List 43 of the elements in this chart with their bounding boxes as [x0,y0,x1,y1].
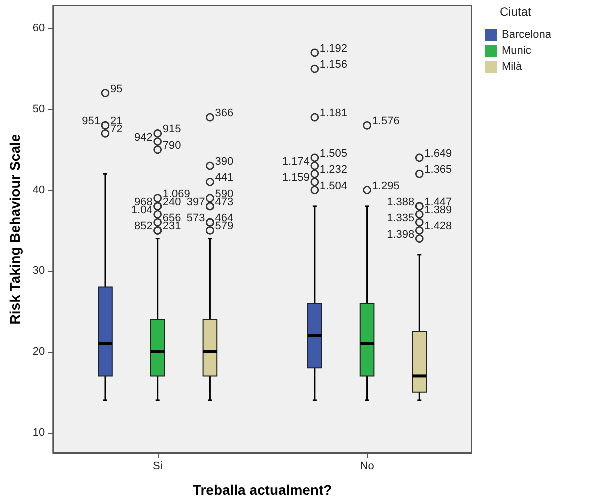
legend-title: Ciutat [500,5,532,19]
annotation: 1.388 [387,196,415,208]
annotation: 915 [162,124,182,136]
legend-label: Munic [502,45,532,57]
annotation: 1.649 [424,148,452,160]
y-tick-label: 60 [32,22,46,35]
legend-label: Milà [502,61,524,73]
annotation: 1.505 [320,148,348,160]
annotation: 942 [134,132,153,144]
annotation: 441 [215,172,234,184]
y-tick-label: 30 [32,265,46,278]
annotation: 1.156 [320,59,348,72]
annotation: 573 [186,212,206,225]
annotation: 1.192 [320,42,348,55]
annotation: 790 [162,140,182,152]
annotation: 1.365 [424,164,452,176]
annotation: 473 [215,196,234,208]
legend-label: Barcelona [502,29,552,41]
annotation: 1.504 [320,180,348,192]
annotation: 1.174 [282,156,310,168]
annotation: 1.295 [372,180,400,192]
annotation: 951 [82,116,100,128]
annotation: 1.428 [424,220,452,233]
annotation: 397 [186,196,206,208]
annotation: 852 [134,220,153,233]
y-tick-label: 10 [32,426,46,439]
y-axis-title: Risk Taking Behaviour Scale [7,134,23,325]
annotation: 1.576 [372,116,400,128]
annotation: 1.232 [320,164,348,176]
annotation: 95 [110,83,123,96]
annotation: 1.181 [320,108,348,120]
annotation: 390 [215,156,234,168]
y-tick-label: 50 [32,103,46,116]
annotation: 1.398 [387,228,415,241]
x-tick-label: Si [152,460,163,472]
x-tick-label: No [360,460,374,472]
y-tick-label: 20 [32,346,46,358]
annotation: 240 [162,196,182,208]
annotation: 1.335 [387,212,415,225]
annotation: 1.159 [282,172,310,184]
x-axis-title: Treballa actualment? [192,482,332,498]
annotation: 366 [215,108,234,120]
y-tick-label: 40 [32,184,46,196]
